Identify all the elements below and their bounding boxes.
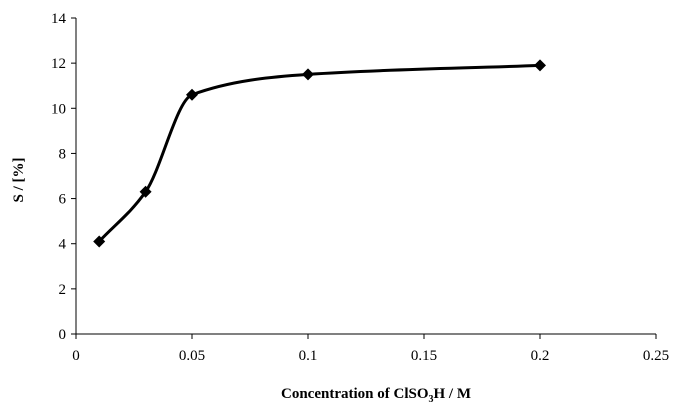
data-point-marker: [139, 185, 152, 198]
data-point-marker: [186, 88, 198, 101]
y-axis-title: S / [%]: [11, 158, 27, 203]
x-axis-title: Concentration of ClSO3H / M: [281, 386, 471, 405]
x-axis-title-prefix: Concentration of ClSO: [281, 386, 429, 402]
data-point-marker: [93, 235, 106, 248]
y-tick-label: 2: [59, 282, 67, 298]
x-ticks: 0 0.05 0.1 0.15 0.2 0.25: [72, 334, 669, 364]
data-point-marker: [302, 68, 314, 81]
y-tick-label: 4: [59, 237, 67, 253]
x-tick-label: 0.15: [411, 348, 437, 364]
y-ticks: 0 2 4 6 8 10 12 14: [51, 11, 76, 343]
y-tick-label: 6: [59, 192, 67, 208]
y-tick-label: 10: [51, 101, 66, 117]
x-axis-title-subscript: 3: [429, 394, 434, 405]
y-tick-label: 14: [51, 11, 67, 27]
series-layer: [93, 59, 546, 248]
x-tick-label: 0.25: [643, 348, 669, 364]
x-axis-title-suffix: H / M: [434, 386, 472, 402]
x-tick-label: 0: [72, 348, 80, 364]
data-point-marker: [534, 59, 546, 72]
y-tick-label: 0: [59, 327, 67, 343]
series-line: [98, 63, 541, 243]
x-tick-label: 0.2: [531, 348, 550, 364]
y-tick-label: 8: [59, 146, 67, 162]
y-tick-label: 12: [51, 56, 66, 72]
x-tick-label: 0.1: [299, 348, 318, 364]
x-tick-label: 0.05: [179, 348, 205, 364]
axes: [75, 18, 656, 335]
